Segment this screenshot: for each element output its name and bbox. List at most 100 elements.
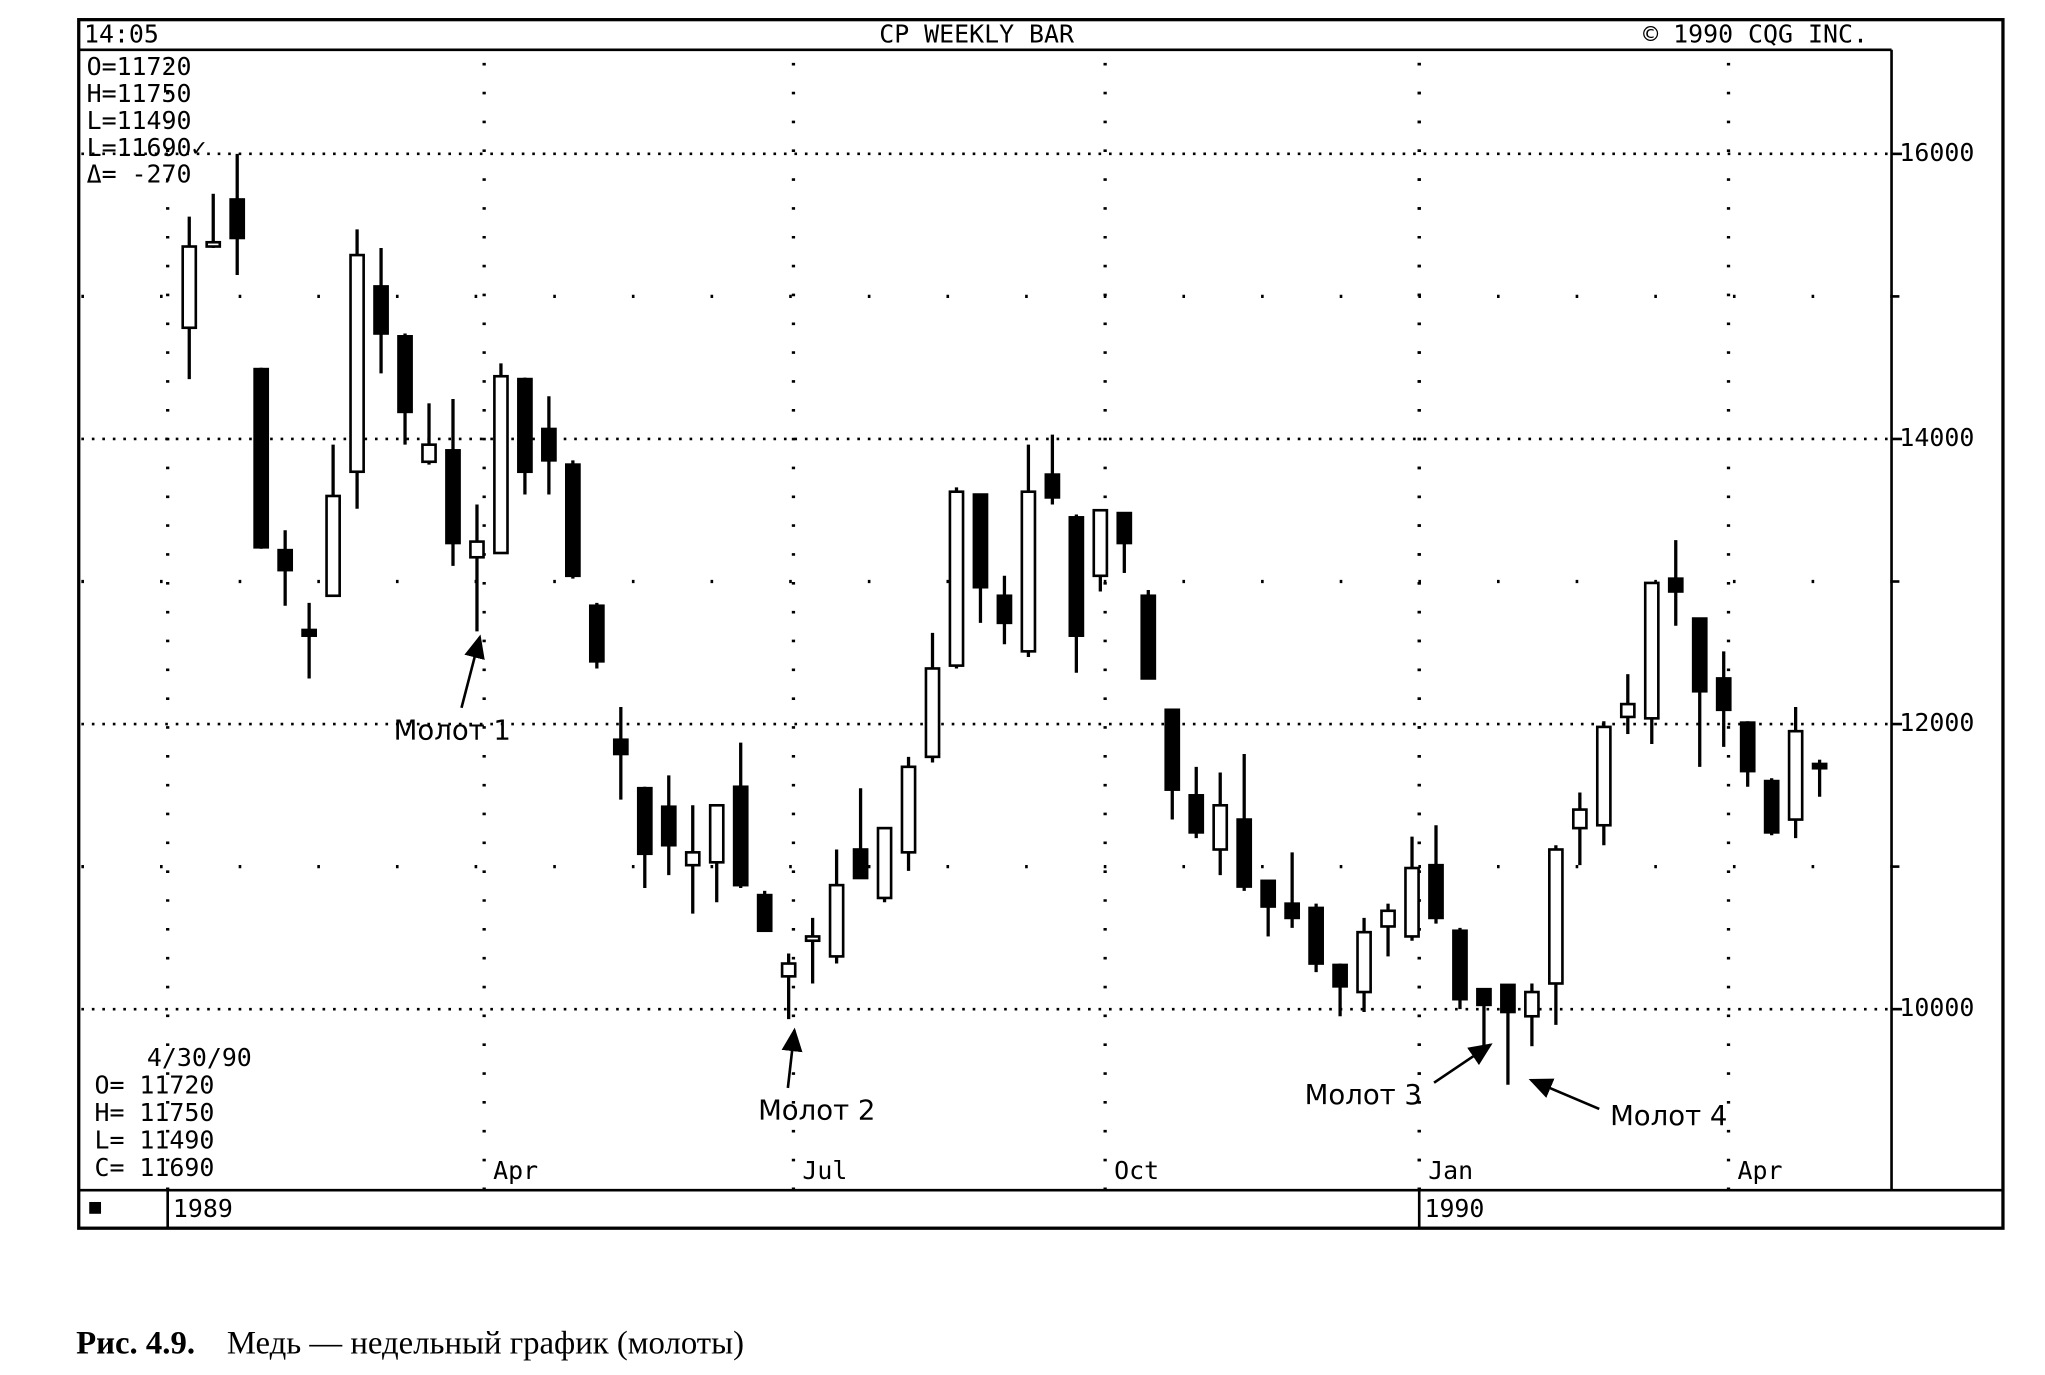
- candle-body: [205, 240, 222, 248]
- readout-top: Δ= -270: [87, 160, 192, 189]
- candle-body: [1188, 794, 1205, 834]
- candle-body: [1308, 906, 1324, 965]
- annotation: Молот 3: [1305, 1079, 1422, 1111]
- candle-body: [780, 962, 797, 978]
- candle-body: [996, 594, 1013, 625]
- candle-body: [1284, 902, 1301, 920]
- annotation-arrow: [781, 1027, 803, 1089]
- candle-body: [1739, 721, 1756, 773]
- candle-body: [1548, 848, 1564, 985]
- caption-label: Рис. 4.9.: [76, 1326, 195, 1362]
- year-label: 1990: [1424, 1194, 1484, 1223]
- y-tick-label: 10000: [1899, 993, 1974, 1022]
- candle-body: [732, 785, 749, 887]
- candle-body: [1524, 990, 1540, 1018]
- candle-body: [1619, 702, 1636, 719]
- candle-body: [900, 765, 917, 854]
- annotation: Молот 1: [394, 714, 511, 746]
- candle-body: [1116, 511, 1133, 545]
- candle-body: [517, 377, 533, 474]
- candle-body: [948, 490, 965, 667]
- candle-body: [804, 935, 821, 943]
- candle-body: [1164, 708, 1181, 791]
- candle-body: [876, 826, 893, 900]
- candle-body: [1212, 803, 1229, 851]
- candle-body: [181, 245, 198, 330]
- candle-body: [1404, 866, 1420, 938]
- candle-body: [541, 427, 557, 462]
- candle-body: [1044, 473, 1061, 499]
- candle-body: [493, 374, 509, 555]
- candle-body: [1500, 983, 1516, 1014]
- candle-body: [1691, 617, 1708, 693]
- candle-body: [1452, 929, 1468, 1001]
- candle-body: [373, 285, 389, 335]
- candle-body: [924, 667, 941, 759]
- candle-body: [708, 803, 725, 864]
- candle-body: [1667, 577, 1684, 593]
- candle-body: [421, 443, 437, 464]
- readout-bottom: O= 11720: [94, 1071, 214, 1100]
- candle-body: [636, 786, 653, 856]
- candle-body: [445, 449, 461, 545]
- candle-body: [1476, 987, 1492, 1007]
- candle-body: [1236, 818, 1253, 888]
- candle-body: [1356, 930, 1372, 994]
- annotation-arrow: [460, 634, 485, 709]
- candle-body: [660, 805, 677, 847]
- candle-body: [1571, 808, 1588, 830]
- candle-body: [277, 548, 294, 572]
- candle-body: [229, 198, 246, 240]
- candle-body: [1715, 677, 1732, 712]
- candle-body: [1092, 508, 1109, 578]
- candle-body: [1020, 490, 1037, 653]
- candle-body: [1068, 516, 1085, 637]
- readout-bottom: 4/30/90: [147, 1043, 252, 1072]
- annotation: Молот 2: [758, 1095, 875, 1127]
- x-tick-label: Oct: [1114, 1156, 1159, 1185]
- readout-top: O=11720: [87, 52, 192, 81]
- annotation-arrow: [1528, 1078, 1600, 1111]
- readout-bottom: H= 11750: [94, 1098, 214, 1127]
- y-tick-label: 16000: [1899, 138, 1974, 167]
- candle-body: [349, 253, 365, 474]
- readout-top: L=11490: [87, 106, 192, 135]
- candle-body: [325, 494, 341, 598]
- readout-bottom: L= 11490: [94, 1126, 214, 1155]
- candle-body: [588, 604, 605, 663]
- candle-body: [469, 540, 485, 559]
- candle-body: [972, 493, 989, 589]
- copyright: © 1990 CQG INC.: [1643, 19, 1868, 48]
- readout-top: H=11750: [87, 79, 192, 108]
- x-tick-label: Jan: [1428, 1156, 1473, 1185]
- readout-bottom: C= 11690: [94, 1153, 214, 1182]
- candle-body: [1380, 909, 1396, 928]
- candle-body: [684, 851, 701, 867]
- candle-body: [1140, 594, 1157, 680]
- candle-body: [565, 463, 581, 578]
- candle-body: [1811, 762, 1828, 770]
- caption: Медь — недельный график (молоты): [227, 1326, 744, 1362]
- annotation: Молот 4: [1610, 1100, 1727, 1132]
- year-label: 1989: [173, 1194, 233, 1223]
- x-tick-label: Apr: [1737, 1156, 1782, 1185]
- candle-body: [1595, 725, 1612, 827]
- candle-body: [852, 848, 869, 880]
- outer-frame: [77, 18, 2005, 1230]
- candle-body: [253, 367, 270, 549]
- candle-body: [1787, 729, 1804, 821]
- candle-body: [1332, 963, 1348, 988]
- x-tick-label: Apr: [493, 1156, 538, 1185]
- candle-body: [756, 893, 773, 933]
- candle-body: [1763, 779, 1780, 834]
- y-tick-label: 12000: [1899, 708, 1974, 737]
- candle-body: [301, 628, 318, 637]
- y-tick-label: 14000: [1899, 423, 1974, 452]
- chart-title: CP WEEKLY BAR: [879, 19, 1074, 48]
- candle-body: [1428, 863, 1444, 920]
- candle-body: [397, 335, 413, 414]
- candle-body: [612, 738, 629, 756]
- annotation-arrow: [1433, 1043, 1493, 1084]
- readout-top: L=11690✓: [87, 133, 207, 162]
